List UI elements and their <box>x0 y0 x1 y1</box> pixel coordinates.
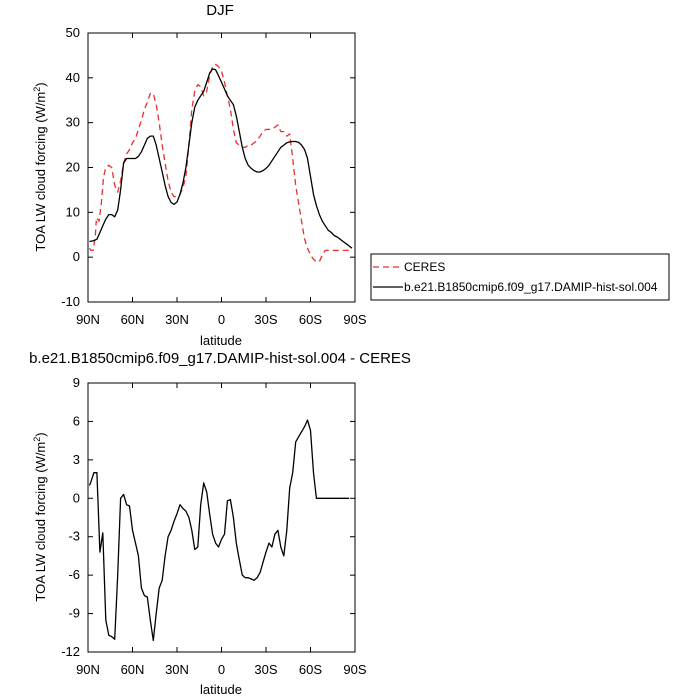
chart-top-x-tick-labels: 90N 60N 30N 0 30S 60S 90S <box>76 312 367 327</box>
chart-bottom-plot-frame <box>87 382 356 653</box>
chart-top-x-tick-label: 90S <box>343 312 366 327</box>
chart-top-y-tick-labels: -10 0 10 20 30 40 50 <box>61 25 80 309</box>
chart-top-title: DJF <box>206 2 234 19</box>
chart-bottom-y-tick-label: -9 <box>68 606 80 621</box>
chart-top-x-tick-label: 60N <box>121 312 145 327</box>
chart-top-series-ceres <box>88 63 352 263</box>
chart-top: DJF -10 0 10 20 30 40 50 90N 60N 30N 0 30S 60S 90S l… <box>32 2 367 348</box>
chart-bottom-ticks <box>87 382 356 653</box>
chart-bottom-y-tick-label: -6 <box>68 567 80 582</box>
chart-top-x-tick-label: 30S <box>254 312 277 327</box>
chart-top-series <box>88 63 353 263</box>
chart-bottom-y-tick-label: -3 <box>68 529 80 544</box>
chart-bottom-x-tick-label: 60S <box>299 662 322 677</box>
chart-bottom-y-tick-label: 3 <box>73 452 80 467</box>
chart-top-x-tick-label: 90N <box>76 312 100 327</box>
legend-label-ceres: CERES <box>404 260 445 274</box>
chart-bottom-y-tick-label: 9 <box>73 375 80 390</box>
chart-bottom-y-tick-labels: -12 -9 -6 -3 0 3 6 9 <box>61 375 80 659</box>
chart-bottom-y-axis-title: TOA LW cloud forcing (W/m2) <box>32 432 48 601</box>
chart-bottom-x-axis-title: latitude <box>200 682 242 697</box>
chart-bottom-y-tick-label: 0 <box>73 490 80 505</box>
chart-bottom: b.e21.B1850cmip6.f09_g17.DAMIP-hist-sol.… <box>29 350 411 697</box>
chart-top-y-tick-label: -10 <box>61 294 80 309</box>
chart-bottom-x-tick-label: 90N <box>76 662 100 677</box>
chart-top-x-tick-label: 0 <box>218 312 225 327</box>
chart-top-y-tick-label: 30 <box>66 115 80 130</box>
chart-top-x-tick-label: 60S <box>299 312 322 327</box>
legend-box <box>370 253 670 301</box>
chart-bottom-series-difference <box>88 419 350 642</box>
chart-bottom-x-tick-label: 90S <box>343 662 366 677</box>
chart-top-series-model <box>89 68 353 249</box>
chart-top-y-tick-label: 40 <box>66 70 80 85</box>
legend-label-model: b.e21.B1850cmip6.f09_g17.DAMIP-hist-sol.… <box>404 280 658 294</box>
chart-top-y-tick-label: 10 <box>66 204 80 219</box>
chart-top-x-tick-label: 30N <box>165 312 189 327</box>
chart-top-y-axis-title: TOA LW cloud forcing (W/m2) <box>32 82 48 251</box>
chart-top-legend: CERES b.e21.B1850cmip6.f09_g17.DAMIP-his… <box>370 253 670 301</box>
chart-bottom-y-tick-label: -12 <box>61 644 80 659</box>
chart-bottom-x-tick-label: 60N <box>121 662 145 677</box>
chart-top-y-tick-label: 50 <box>66 25 80 40</box>
chart-top-x-axis-title: latitude <box>200 333 242 348</box>
chart-top-y-tick-label: 0 <box>73 249 80 264</box>
chart-bottom-x-tick-label: 0 <box>218 662 225 677</box>
chart-bottom-series <box>88 419 350 642</box>
chart-bottom-title: b.e21.B1850cmip6.f09_g17.DAMIP-hist-sol.… <box>29 350 411 367</box>
chart-bottom-y-tick-label: 6 <box>73 413 80 428</box>
chart-bottom-x-tick-label: 30N <box>165 662 189 677</box>
chart-top-ticks <box>87 32 356 303</box>
chart-top-y-tick-label: 20 <box>66 160 80 175</box>
chart-bottom-x-tick-labels: 90N 60N 30N 0 30S 60S 90S <box>76 662 367 677</box>
chart-bottom-x-tick-label: 30S <box>254 662 277 677</box>
